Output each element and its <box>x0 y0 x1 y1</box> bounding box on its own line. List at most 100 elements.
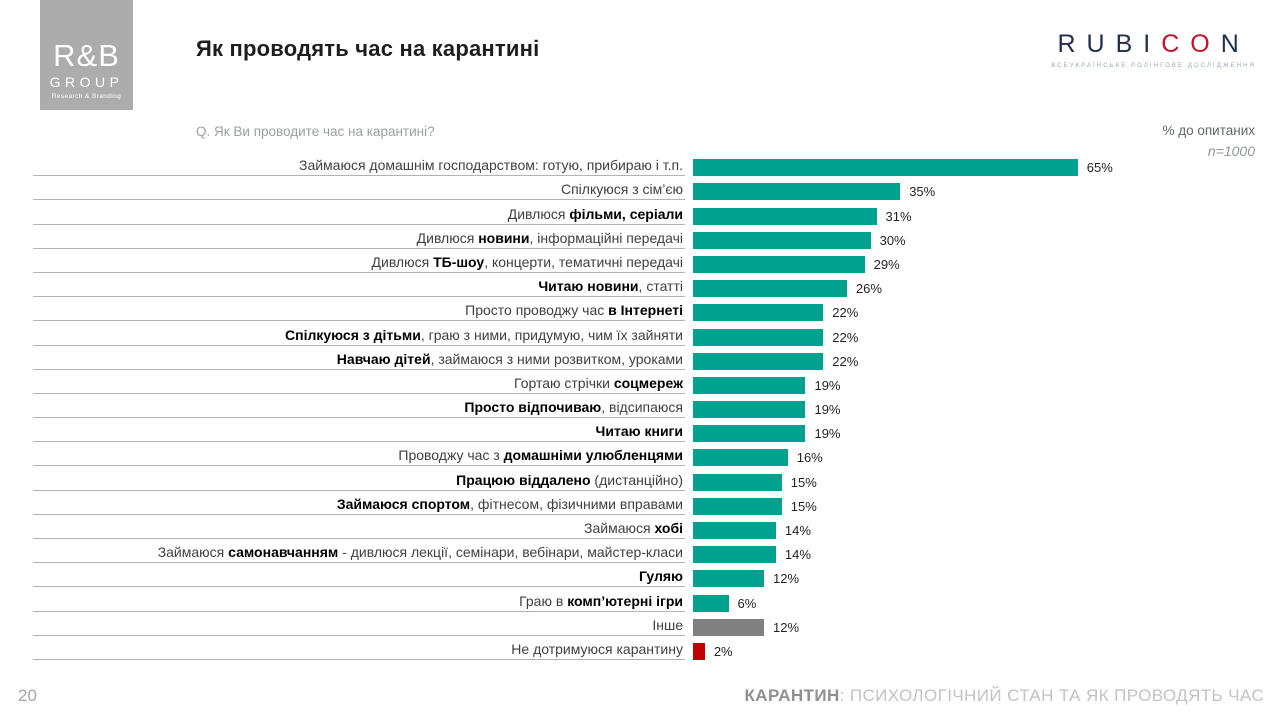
chart-row: Дивлюся новини, інформаційні передачі 30% <box>33 225 1113 249</box>
bar <box>693 255 865 273</box>
chart-row: Гуляю 12% <box>33 563 1113 588</box>
rb-logo-name: R&B <box>53 38 120 73</box>
chart-row: Проводжу час з домашніми улюбленцями 16% <box>33 442 1113 467</box>
bar <box>693 352 824 370</box>
category-label: Спілкуюся з дітьми, граю з ними, придуму… <box>33 327 685 346</box>
chart-row: Спілкуюся з сім’єю 35% <box>33 176 1113 201</box>
chart-row: Граю в комп’ютерні ігри 6% <box>33 587 1113 612</box>
category-label: Навчаю дітей, займаюся з ними розвитком,… <box>33 351 685 370</box>
chart-row: Інше 12% <box>33 612 1113 636</box>
category-label: Дивлюся ТБ-шоу, концерти, тематичні пере… <box>33 254 685 273</box>
chart-row: Просто відпочиваю, відсипаюся 19% <box>33 394 1113 419</box>
value-label: 15% <box>790 498 817 514</box>
bar <box>693 497 782 515</box>
sample-size: n=1000 <box>1207 143 1255 159</box>
category-label: Читаю новини, статті <box>33 278 685 298</box>
bar <box>693 280 847 298</box>
category-label: Дивлюся фільми, серіали <box>33 206 685 225</box>
category-label: Займаюся хобі <box>33 520 685 539</box>
category-label: Не дотримуюся карантину <box>33 641 685 660</box>
rb-logo-subtitle: Research & Branding <box>51 93 122 100</box>
slide-title: Як проводять час на карантині <box>196 36 540 61</box>
chart-row: Просто проводжу час в Інтернеті 22% <box>33 297 1113 322</box>
category-label: Просто проводжу час в Інтернеті <box>33 302 685 322</box>
chart-row: Навчаю дітей, займаюся з ними розвитком,… <box>33 346 1113 370</box>
chart-row: Займаюся хобі 14% <box>33 515 1113 539</box>
value-label: 30% <box>879 232 906 248</box>
chart-row: Займаюся самонавчанням - дивлюся лекції,… <box>33 539 1113 564</box>
bar <box>693 159 1078 177</box>
value-label: 22% <box>832 329 859 345</box>
rb-logo-group: GROUP <box>49 74 124 90</box>
bar <box>693 328 824 346</box>
footer-title-bold: КАРАНТИН <box>744 686 840 705</box>
category-label: Проводжу час з домашніми улюбленцями <box>33 447 685 467</box>
bar <box>693 401 806 419</box>
value-label: 22% <box>832 305 859 321</box>
value-label: 12% <box>773 619 800 635</box>
bar <box>693 618 765 636</box>
value-label: 19% <box>814 426 841 442</box>
category-label: Дивлюся новини, інформаційні передачі <box>33 230 685 249</box>
rubicon-logo: RUBICON ВСЕУКРАЇНСЬКЕ РОЛІНГОВЕ ДОСЛІДЖЕ… <box>1051 30 1256 69</box>
value-label: 19% <box>814 402 841 418</box>
chart-row: Дивлюся ТБ-шоу, концерти, тематичні пере… <box>33 249 1113 273</box>
chart-row: Читаю книги 19% <box>33 418 1113 443</box>
rubicon-wordmark: RUBICON <box>1057 30 1250 58</box>
chart-row: Спілкуюся з дітьми, граю з ними, придуму… <box>33 321 1113 346</box>
value-label: 65% <box>1086 160 1113 176</box>
value-label: 26% <box>855 281 882 297</box>
footer-report-title: КАРАНТИН: ПСИХОЛОГІЧНИЙ СТАН ТА ЯК ПРОВО… <box>745 686 1265 706</box>
chart-row: Займаюся спортом, фітнесом, фізичними вп… <box>33 491 1113 515</box>
bar <box>693 231 871 249</box>
chart-row: Дивлюся фільми, серіали 31% <box>33 200 1113 225</box>
value-label: 22% <box>832 353 859 369</box>
bar <box>693 183 901 201</box>
chart-row: Займаюся домашнім господарством: готую, … <box>33 152 1113 177</box>
bar <box>693 376 806 394</box>
footer-title-rest: : ПСИХОЛОГІЧНИЙ СТАН ТА ЯК ПРОВОДЯТЬ ЧАС <box>839 686 1264 705</box>
category-label: Займаюся самонавчанням - дивлюся лекції,… <box>33 544 685 564</box>
bar <box>693 425 806 443</box>
value-label: 14% <box>784 523 811 538</box>
category-label: Займаюся спортом, фітнесом, фізичними вп… <box>33 496 685 515</box>
value-label: 19% <box>814 377 841 393</box>
bar <box>693 473 782 491</box>
bar <box>693 207 877 225</box>
page-number: 20 <box>18 686 37 705</box>
chart-row: Працюю віддалено (дистанційно) 15% <box>33 466 1113 491</box>
value-label: 14% <box>784 547 811 563</box>
rubicon-tagline: ВСЕУКРАЇНСЬКЕ РОЛІНГОВЕ ДОСЛІДЖЕННЯ <box>1051 63 1256 69</box>
value-label: 15% <box>790 474 817 490</box>
value-label: 29% <box>873 256 900 272</box>
value-label: 16% <box>796 450 823 466</box>
category-label: Читаю книги <box>33 423 685 443</box>
bar <box>693 304 824 322</box>
bar <box>693 642 705 660</box>
category-label: Гортаю стрічки соцмереж <box>33 375 685 394</box>
value-label: 31% <box>885 208 912 224</box>
category-label: Інше <box>33 617 685 636</box>
bar <box>693 449 788 467</box>
category-label: Гуляю <box>33 568 685 588</box>
chart-row: Не дотримуюся карантину 2% <box>33 636 1113 660</box>
rb-group-logo: R&B GROUP Research & Branding <box>40 0 133 110</box>
survey-question: Q. Як Ви проводите час на карантині? <box>196 124 435 139</box>
percent-note: % до опитаних <box>1162 123 1255 138</box>
value-label: 35% <box>909 184 936 200</box>
bar <box>693 522 776 539</box>
value-label: 6% <box>737 595 757 611</box>
category-label: Просто відпочиваю, відсипаюся <box>33 399 685 419</box>
bar <box>693 594 729 612</box>
category-label: Спілкуюся з сім’єю <box>33 181 685 201</box>
value-label: 2% <box>713 643 733 659</box>
bar-chart: Займаюся домашнім господарством: готую, … <box>33 152 1113 660</box>
chart-row: Гортаю стрічки соцмереж 19% <box>33 370 1113 394</box>
category-label: Займаюся домашнім господарством: готую, … <box>33 157 685 177</box>
category-label: Працюю віддалено (дистанційно) <box>33 472 685 491</box>
category-label: Граю в комп’ютерні ігри <box>33 593 685 612</box>
chart-row: Читаю новини, статті 26% <box>33 273 1113 298</box>
bar <box>693 570 765 588</box>
value-label: 12% <box>773 571 800 587</box>
bar <box>693 546 776 564</box>
